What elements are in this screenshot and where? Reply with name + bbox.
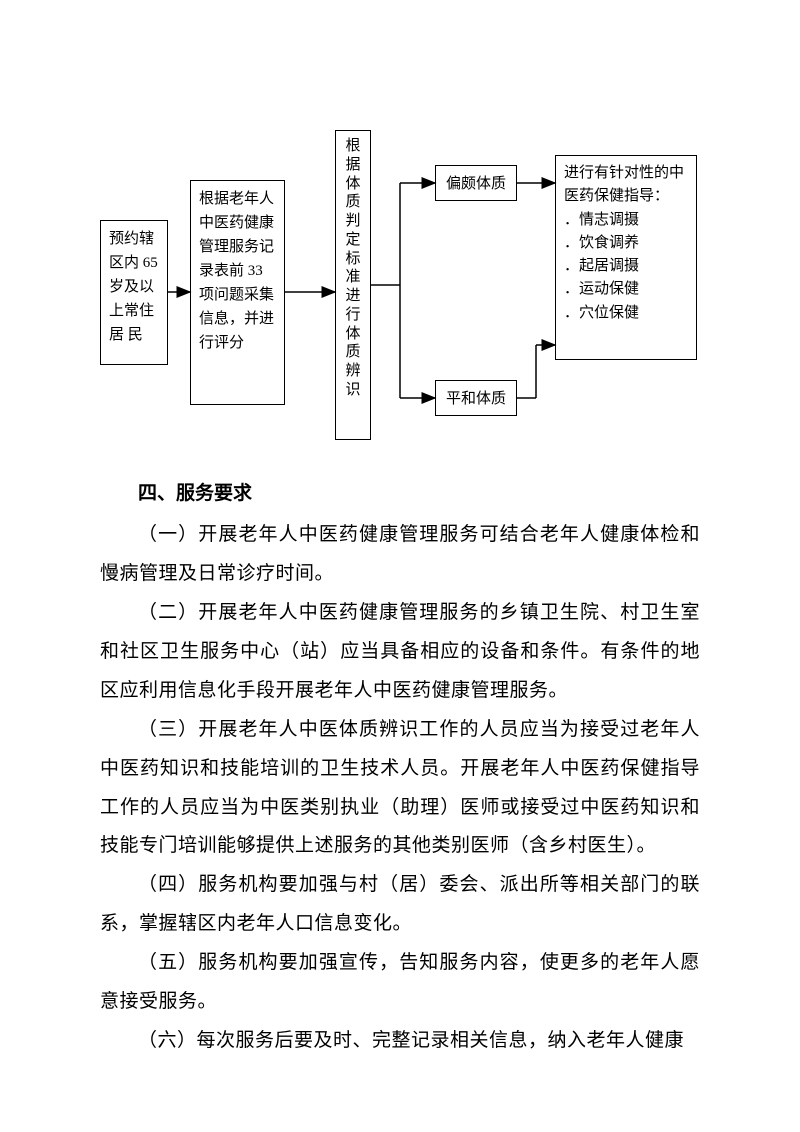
node-6-item-1: ．饮食调养 <box>564 235 639 251</box>
para-1: （一）开展老年人中医药健康管理服务可结合老年人健康体检和慢病管理及日常诊疗时间。 <box>100 516 700 594</box>
section-heading: 四、服务要求 <box>100 475 700 514</box>
node-6-item-3: ．运动保健 <box>564 281 639 297</box>
flow-node-2: 根据老年人中医药健康管理服务记录表前 33 项问题采集信息，并进行评分 <box>190 180 285 405</box>
flow-node-4: 偏颇体质 <box>435 165 517 201</box>
flow-node-5: 平和体质 <box>435 380 517 416</box>
para-6: （六）每次服务后要及时、完整记录相关信息，纳入老年人健康 <box>100 1022 700 1061</box>
node-6-item-0: ．情志调摄 <box>564 212 639 228</box>
flow-node-6: 进行有针对性的中医药保健指导： ．情志调摄 ．饮食调养 ．起居调摄 ．运动保健 … <box>555 155 697 360</box>
body-text: 四、服务要求 （一）开展老年人中医药健康管理服务可结合老年人健康体检和慢病管理及… <box>100 475 700 1061</box>
para-3: （三）开展老年人中医体质辨识工作的人员应当为接受过老年人中医药知识和技能培训的卫… <box>100 711 700 867</box>
node-6-item-2: ．起居调摄 <box>564 258 639 274</box>
flow-node-1: 预约辖区内 65岁及以上常住居 民 <box>100 220 168 365</box>
node-6-title: 进行有针对性的中医药保健指导： <box>564 165 684 204</box>
para-4: （四）服务机构要加强与村（居）委会、派出所等相关部门的联系，掌握辖区内老年人口信… <box>100 866 700 944</box>
para-2: （二）开展老年人中医药健康管理服务的乡镇卫生院、村卫生室和社区卫生服务中心（站）… <box>100 594 700 711</box>
para-5: （五）服务机构要加强宣传，告知服务内容，使更多的老年人愿意接受服务。 <box>100 944 700 1022</box>
flow-node-3: 根据体质判定标准进行体质辨识 <box>335 130 371 440</box>
page-container: 预约辖区内 65岁及以上常住居 民 根据老年人中医药健康管理服务记录表前 33 … <box>0 0 800 1132</box>
flowchart: 预约辖区内 65岁及以上常住居 民 根据老年人中医药健康管理服务记录表前 33 … <box>100 120 700 450</box>
node-6-item-4: ．穴位保健 <box>564 305 639 321</box>
